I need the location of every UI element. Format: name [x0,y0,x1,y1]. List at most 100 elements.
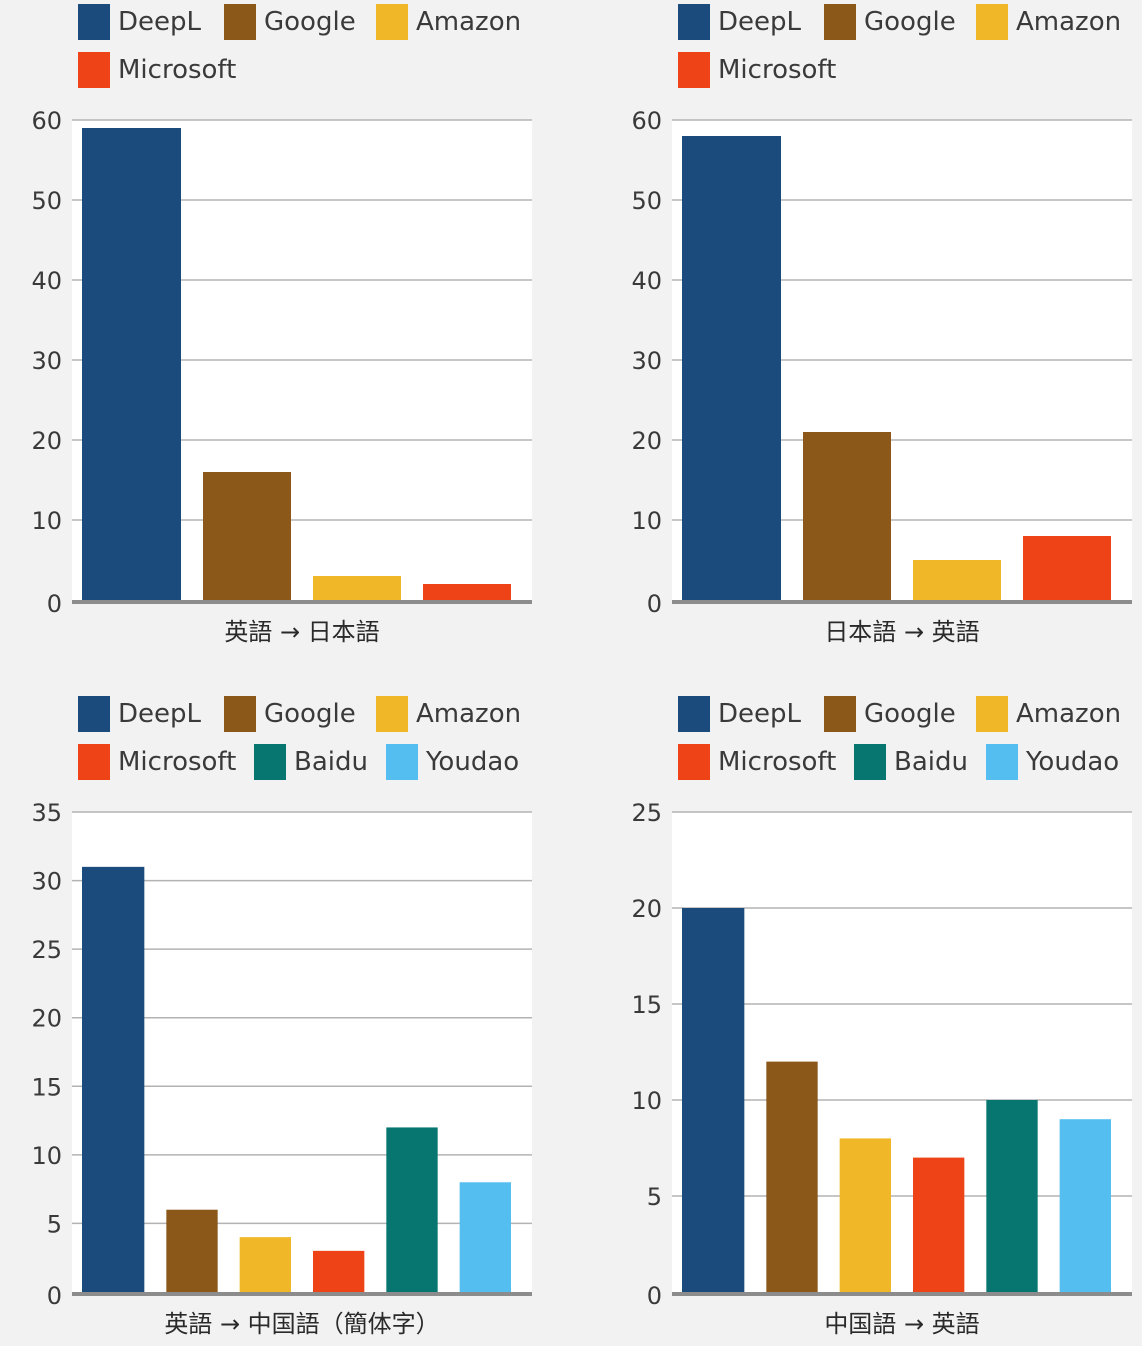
bar-microsoft [423,584,511,600]
legend-swatch [824,4,856,40]
bar-google [766,1061,818,1292]
bar-baidu [986,1100,1038,1292]
legend-swatch [224,4,256,40]
legend-entry-google: Google [224,696,356,732]
legend-swatch [78,696,110,732]
y-tick-label: 50 [31,187,62,215]
legend-label: DeepL [718,7,802,37]
bar-deepl [682,908,745,1292]
y-tick-label: 20 [631,427,662,455]
legend-label: Baidu [294,747,368,777]
bar-microsoft [1023,536,1111,600]
legend-entry-google: Google [824,4,956,40]
y-tick-label: 60 [631,107,662,135]
y-tick-label: 35 [31,799,62,827]
bar-chart: 0 10 20 30 40 50 60 英語 → 日本語 [31,107,532,646]
legend-label: Amazon [416,7,522,37]
legend-label: Google [864,699,956,729]
legend-swatch [376,696,408,732]
bar-youdao [459,1182,511,1292]
legend-label: Microsoft [718,747,837,777]
legend-label: Google [264,7,356,37]
plot-area [672,812,1132,1292]
bar-chart: 0 10 20 30 40 50 60 日本語 → 英語 [631,107,1132,646]
legend-label: DeepL [118,7,202,37]
legend-swatch [824,696,856,732]
legend-entry-amazon: Amazon [976,4,1121,40]
y-tick-label: 0 [47,1282,62,1310]
y-tick-label: 40 [31,267,62,295]
chart-panel-4: DeepL Google Amazon Microsoft Baidu Youdao 0 5 1… [600,692,1142,1346]
bar-amazon [913,560,1001,600]
legend-swatch [678,52,710,88]
bar-chart: 0 5 10 15 20 25 30 35 英語 → 中国語（簡体字） [31,799,532,1338]
legend-swatch [986,744,1018,780]
y-tick-label: 15 [31,1073,62,1101]
legend-swatch [254,744,286,780]
legend-entry-baidu: Baidu [254,744,368,780]
legend-swatch [678,4,710,40]
y-tick-label: 5 [47,1210,62,1238]
y-tick-label: 0 [647,590,662,618]
y-tick-label: 5 [647,1183,662,1211]
bar-amazon [239,1237,291,1292]
legend-label: DeepL [118,699,202,729]
legend-label: Google [264,699,356,729]
legend-entry-deepl: DeepL [78,696,201,732]
bar-deepl [82,128,181,600]
bar-google [203,472,291,600]
bar-baidu [386,1127,438,1292]
bar-google [803,432,891,600]
legend-entry-microsoft: Microsoft [678,52,836,88]
bar-chart: 0 5 10 15 20 25 中国語 → 英語 [631,799,1132,1338]
chart-panel-1: DeepL Google Amazon Microsoft 0 10 20 30 40 50 60 英… [0,0,542,654]
y-tick-label: 30 [631,347,662,375]
legend-entry-deepl: DeepL [678,4,801,40]
legend-entry-baidu: Baidu [854,744,968,780]
y-tick-label: 10 [31,1142,62,1170]
legend-swatch [376,4,408,40]
legend-label: Microsoft [118,55,237,85]
legend-label: Microsoft [718,55,837,85]
legend-label: Baidu [894,747,968,777]
x-axis-label: 日本語 → 英語 [824,618,979,646]
legend-label: Youdao [426,747,520,777]
y-tick-label: 25 [631,799,662,827]
legend-entry-amazon: Amazon [976,696,1121,732]
y-tick-label: 40 [631,267,662,295]
chart-panel-2: DeepL Google Amazon Microsoft 0 10 20 30 40 50 60 日… [600,0,1142,654]
x-axis-label: 英語 → 中国語（簡体字） [164,1310,439,1338]
legend-entry-amazon: Amazon [376,4,521,40]
legend-swatch [854,744,886,780]
legend-entry-deepl: DeepL [78,4,201,40]
legend-entry-microsoft: Microsoft [678,744,836,780]
bar-amazon [313,576,401,600]
legend-label: Youdao [1026,747,1120,777]
y-tick-label: 20 [31,1005,62,1033]
y-tick-label: 10 [31,507,62,535]
legend-entry-google: Google [224,4,356,40]
legend-label: Google [864,7,956,37]
bar-microsoft [913,1157,965,1292]
legend-swatch [78,744,110,780]
legend-label: DeepL [718,699,802,729]
legend-entry-amazon: Amazon [376,696,521,732]
plot-area [72,812,532,1292]
legend-entry-youdao: Youdao [386,744,519,780]
legend-swatch [678,744,710,780]
y-tick-label: 10 [631,1087,662,1115]
x-axis-label: 英語 → 日本語 [224,618,379,646]
legend-entry-microsoft: Microsoft [78,52,236,88]
legend-swatch [386,744,418,780]
legend-entry-microsoft: Microsoft [78,744,236,780]
bar-youdao [1059,1119,1111,1292]
y-tick-label: 30 [31,347,62,375]
legend-swatch [78,4,110,40]
bar-deepl [82,866,145,1292]
y-tick-label: 0 [647,1282,662,1310]
chart-panel-3: DeepL Google Amazon Microsoft Baidu Youdao 0 5 1… [0,692,542,1346]
legend-swatch [678,696,710,732]
y-tick-label: 30 [31,868,62,896]
legend-label: Microsoft [118,747,237,777]
